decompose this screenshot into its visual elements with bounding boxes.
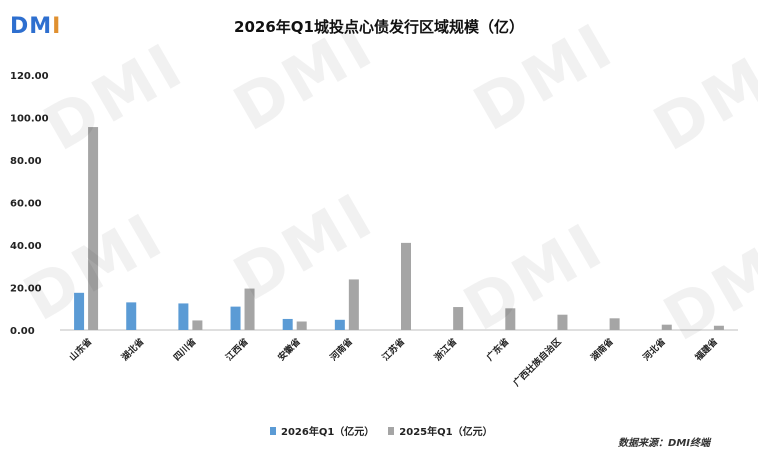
legend-swatch-2025 — [388, 426, 395, 435]
x-category-label: 湖南省 — [588, 336, 616, 364]
chart-legend: 2026年Q1（亿元） 2025年Q1（亿元） — [270, 423, 493, 438]
bar-2025 — [661, 324, 672, 330]
bar-2025 — [713, 325, 724, 330]
y-tick-label: 100.00 — [10, 114, 49, 125]
legend-label-2026: 2026年Q1（亿元） — [281, 427, 375, 438]
bar-2026 — [178, 303, 189, 330]
bar-2025 — [88, 127, 99, 330]
bar-2025 — [296, 321, 307, 330]
bar-2026 — [126, 302, 137, 330]
x-category-label: 河南省 — [327, 336, 355, 364]
bar-2025 — [348, 279, 359, 330]
bar-2025 — [244, 288, 255, 330]
x-category-label: 安徽省 — [275, 336, 303, 364]
bar-2025 — [401, 242, 411, 330]
x-category-label: 河北省 — [640, 336, 668, 364]
bar-2026 — [74, 292, 85, 330]
x-category-label: 湖北省 — [119, 336, 147, 364]
y-tick-label: 60.00 — [10, 199, 42, 210]
x-category-label: 福建省 — [692, 336, 720, 364]
bar-2026 — [282, 318, 293, 330]
bar-2025 — [505, 308, 516, 330]
bar-2026 — [230, 306, 241, 330]
bar-2025 — [192, 320, 203, 330]
y-tick-label: 0.00 — [10, 326, 35, 337]
x-category-label: 浙江省 — [432, 336, 460, 364]
x-category-label: 江苏省 — [380, 336, 408, 364]
x-category-label: 广东省 — [484, 336, 512, 364]
bar-2025 — [453, 307, 464, 330]
dmi-logo: DMI — [10, 14, 62, 39]
legend-item-2025: 2025年Q1（亿元） — [388, 423, 493, 438]
data-source-note: 数据来源：DMI终端 — [618, 438, 710, 449]
legend-swatch-2026 — [270, 426, 276, 435]
legend-label-2025: 2025年Q1（亿元） — [399, 427, 493, 438]
bar-2025 — [557, 314, 568, 330]
y-tick-label: 20.00 — [10, 284, 42, 295]
bar-2026 — [334, 319, 345, 330]
bar-2025 — [609, 318, 620, 330]
x-category-label: 四川省 — [171, 336, 199, 364]
x-category-label: 江西省 — [223, 336, 251, 364]
legend-item-2026: 2026年Q1（亿元） — [270, 423, 374, 438]
y-tick-label: 40.00 — [10, 241, 42, 252]
y-tick-label: 80.00 — [10, 156, 42, 167]
y-tick-label: 120.00 — [10, 71, 49, 82]
x-category-label: 山东省 — [67, 336, 95, 364]
chart-title: 2026年Q1城投点心债发行区域规模（亿） — [234, 18, 524, 36]
x-category-label: 广西壮族自治区 — [511, 336, 564, 389]
